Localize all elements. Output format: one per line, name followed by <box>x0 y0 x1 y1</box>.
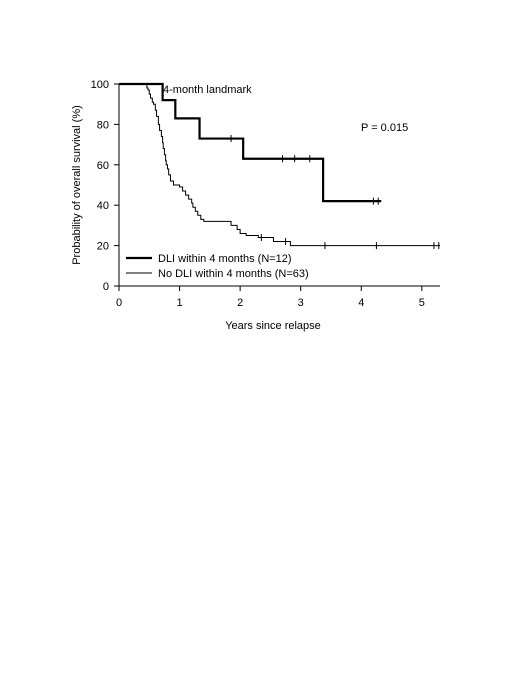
x-tick-label: 1 <box>177 297 183 309</box>
y-tick-label: 20 <box>97 241 109 253</box>
y-tick-label: 0 <box>103 281 109 293</box>
x-tick-label: 4 <box>358 297 364 309</box>
y-tick-label: 100 <box>91 79 109 91</box>
x-tick-label: 3 <box>298 297 304 309</box>
y-tick-label: 40 <box>97 200 109 212</box>
plot-area: 0 20 40 60 80 100 0 1 2 3 4 5 <box>91 79 440 309</box>
pvalue-annotation: P = 0.015 <box>361 122 408 134</box>
landmark-annotation: 4-month landmark <box>163 84 252 96</box>
legend: DLI within 4 months (N=12) No DLI within… <box>126 253 309 280</box>
legend-label-dli: DLI within 4 months (N=12) <box>158 253 292 265</box>
series-layer <box>119 82 440 250</box>
y-tick-label: 60 <box>97 160 109 172</box>
x-tick-label: 2 <box>237 297 243 309</box>
x-tick-label: 5 <box>419 297 425 309</box>
survival-curve-dli <box>119 82 382 203</box>
y-axis-label: Probability of overall survival (%) <box>71 105 83 265</box>
x-tick-label: 0 <box>116 297 122 309</box>
legend-label-no-dli: No DLI within 4 months (N=63) <box>158 268 309 280</box>
y-ticks: 0 20 40 60 80 100 <box>91 79 119 293</box>
x-axis-label: Years since relapse <box>225 320 321 332</box>
y-tick-label: 80 <box>97 119 109 131</box>
survival-curve-no-dli <box>119 83 440 247</box>
x-ticks: 0 1 2 3 4 5 <box>116 286 425 309</box>
